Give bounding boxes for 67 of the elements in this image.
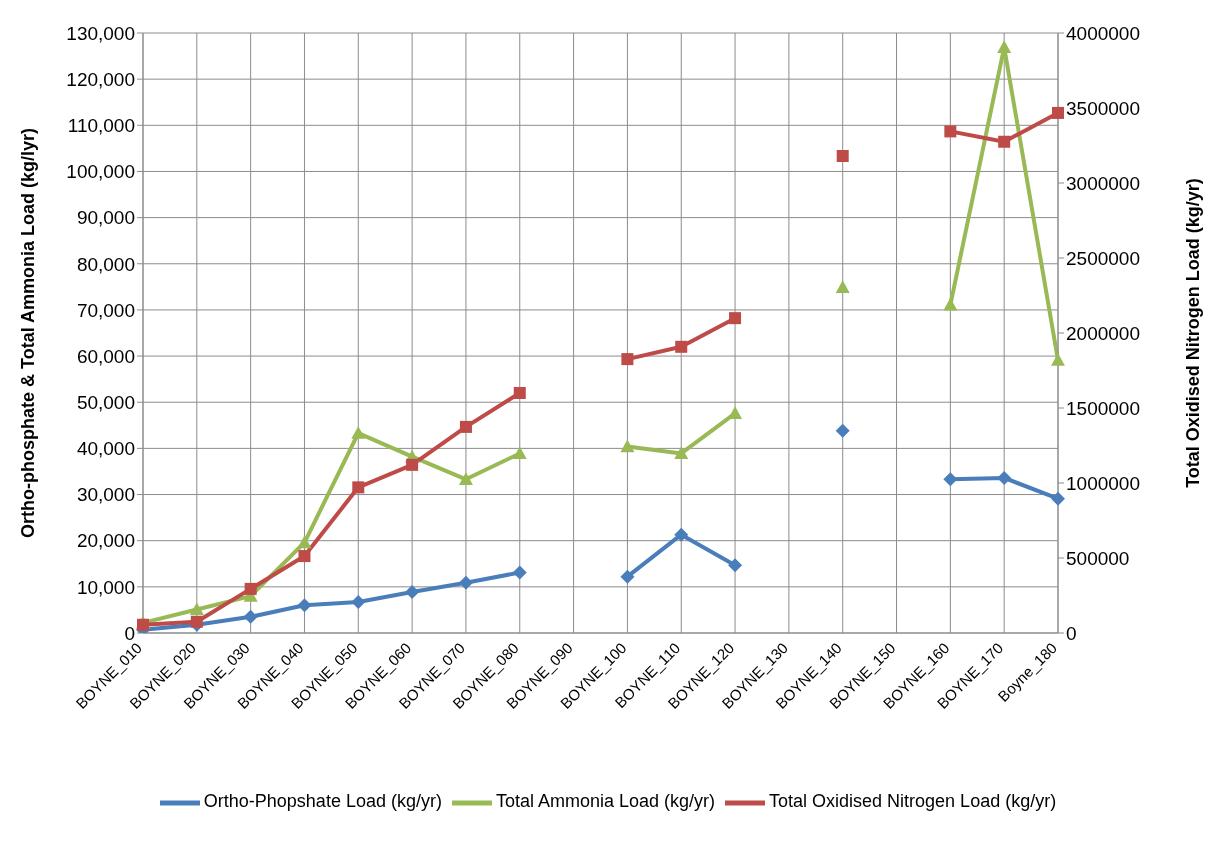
point xyxy=(944,125,957,138)
y-tick-label: 110,000 xyxy=(67,115,135,137)
point xyxy=(351,426,366,439)
point xyxy=(297,598,312,613)
point xyxy=(997,40,1012,53)
y-tick-label: 40,000 xyxy=(76,438,135,460)
y-tick-label: 10,000 xyxy=(76,576,135,598)
point xyxy=(675,340,688,353)
point xyxy=(943,297,958,311)
y-tick-label: 130,000 xyxy=(66,22,135,44)
y-tick-label: 0 xyxy=(124,622,135,644)
point xyxy=(835,280,850,293)
y-tick-label: 90,000 xyxy=(76,207,135,229)
legend-label: Ortho-Phopshate Load (kg/yr) xyxy=(203,791,442,812)
y-tick-label: 50,000 xyxy=(76,391,135,413)
point xyxy=(298,550,311,563)
y-axis-title: Ortho-phosphate & Total Ammonia Load (kg/lyr) xyxy=(18,127,39,539)
y2-axis-title: Total Oxidised Nitrogen Load (kg/yr) xyxy=(1183,178,1204,488)
point xyxy=(674,527,689,542)
point xyxy=(943,472,958,487)
y-tick-label: 80,000 xyxy=(76,253,135,275)
y2-tick-label: 0 xyxy=(1066,622,1077,644)
y2-tick-label: 500000 xyxy=(1066,547,1130,569)
y2-tick-label: 1500000 xyxy=(1066,397,1140,419)
point xyxy=(458,575,473,590)
point xyxy=(244,582,257,595)
point xyxy=(621,353,634,366)
y2-tick-label: 3500000 xyxy=(1066,97,1140,119)
point xyxy=(513,387,526,399)
y2-tick-label: 2000000 xyxy=(1066,322,1140,344)
point xyxy=(620,569,635,584)
point xyxy=(1051,353,1065,366)
point xyxy=(189,602,204,616)
y2-tick-label: 2500000 xyxy=(1066,247,1140,269)
point xyxy=(997,470,1012,485)
point xyxy=(512,446,527,460)
point xyxy=(729,312,742,325)
y2-tick-label: 1000000 xyxy=(1066,472,1140,494)
y-tick-label: 30,000 xyxy=(76,484,135,506)
point xyxy=(620,439,635,453)
point xyxy=(405,584,420,599)
y-tick-label: 60,000 xyxy=(76,345,135,367)
point xyxy=(728,558,743,573)
point xyxy=(458,472,473,485)
y-tick-label: 70,000 xyxy=(76,299,135,321)
y2-tick-label: 4000000 xyxy=(1066,22,1140,44)
point xyxy=(998,135,1011,148)
y-tick-label: 120,000 xyxy=(66,68,135,90)
point xyxy=(512,565,527,580)
point xyxy=(406,458,419,471)
point xyxy=(674,446,689,460)
point xyxy=(1051,491,1065,506)
point xyxy=(297,535,312,549)
legend-label: Total Ammonia Load (kg/yr) xyxy=(495,791,716,812)
point xyxy=(835,423,850,438)
point xyxy=(1052,106,1064,119)
point xyxy=(190,615,203,628)
point xyxy=(728,406,743,419)
y-tick-label: 20,000 xyxy=(76,530,135,552)
point xyxy=(459,420,472,433)
point xyxy=(351,595,366,610)
point xyxy=(836,150,849,162)
y-tick-label: 100,000 xyxy=(66,161,135,183)
point xyxy=(243,609,258,624)
y2-tick-label: 3000000 xyxy=(1066,172,1140,194)
legend-label: Total Oxidised Nitrogen Load (kg/yr) xyxy=(769,791,1057,812)
point xyxy=(352,481,365,494)
